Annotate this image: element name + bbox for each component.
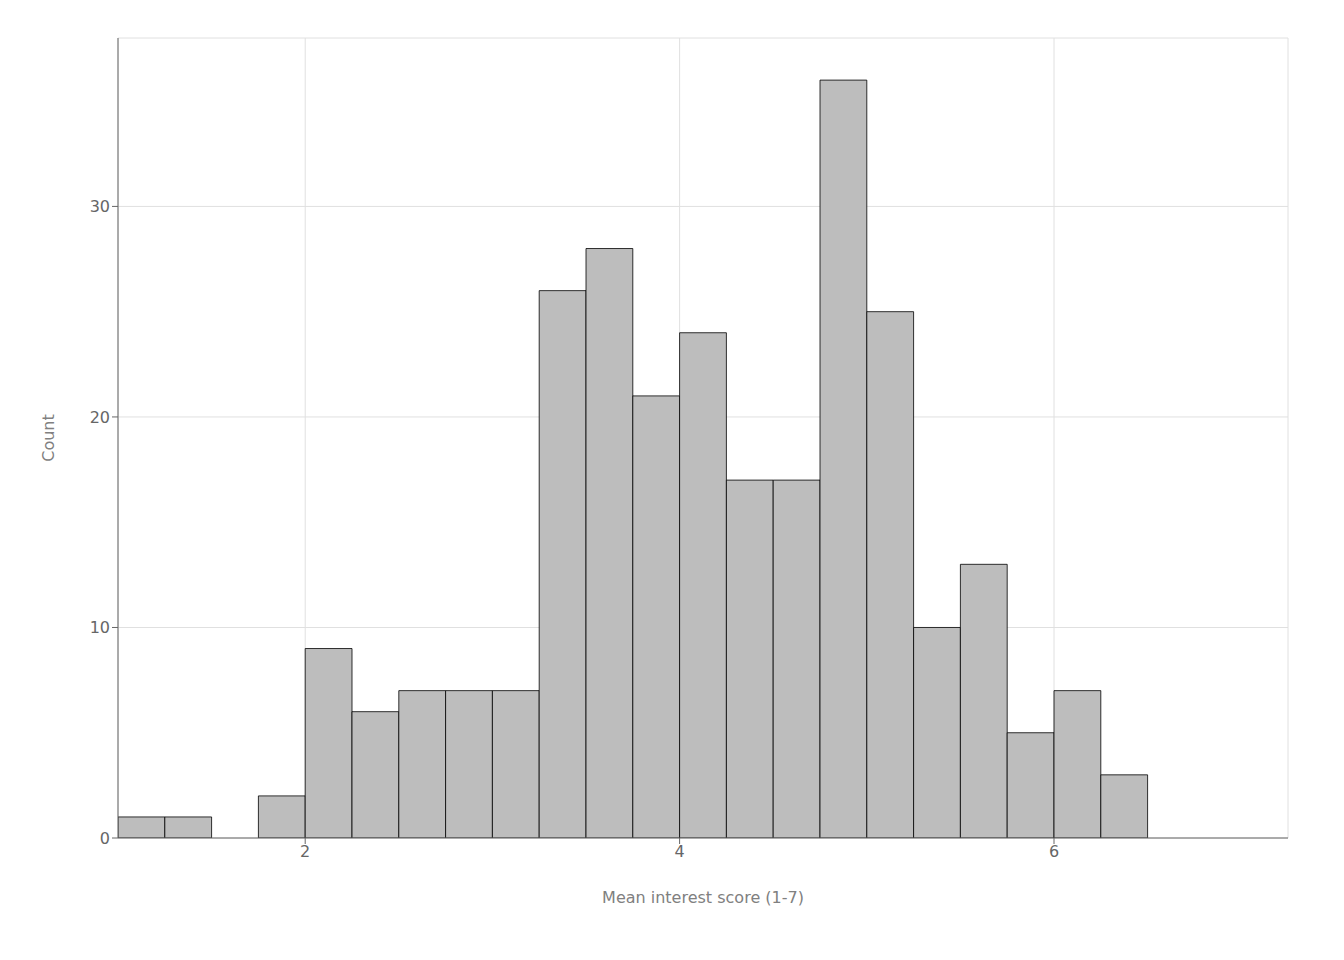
- svg-text:20: 20: [90, 408, 110, 427]
- svg-text:0: 0: [100, 829, 110, 848]
- svg-text:4: 4: [675, 842, 685, 861]
- svg-text:Mean interest score (1-7): Mean interest score (1-7): [602, 888, 804, 907]
- svg-text:10: 10: [90, 618, 110, 637]
- svg-text:Count: Count: [39, 414, 58, 462]
- svg-text:30: 30: [90, 197, 110, 216]
- svg-text:6: 6: [1049, 842, 1059, 861]
- svg-text:2: 2: [300, 842, 310, 861]
